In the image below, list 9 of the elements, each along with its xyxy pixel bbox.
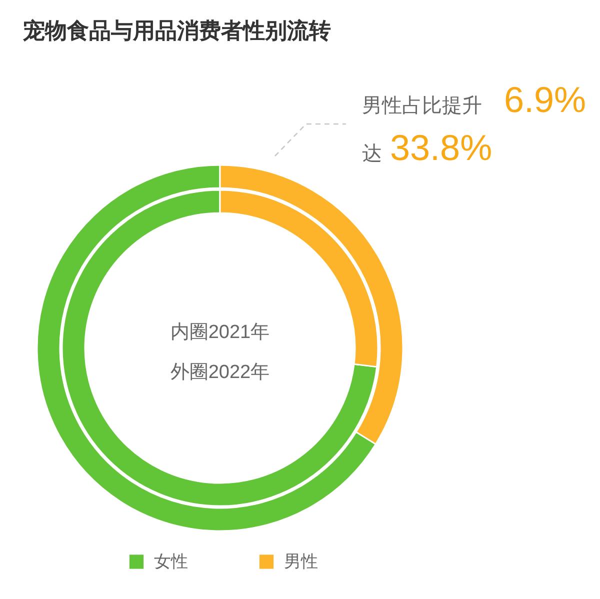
text: 内圈2021年 <box>170 322 270 343</box>
text: 达 <box>362 143 382 165</box>
legend-label: 女性 <box>154 552 188 571</box>
text: 6.9% <box>504 79 586 120</box>
text: 外圈2022年 <box>170 362 270 383</box>
legend-label: 男性 <box>284 552 318 571</box>
chart-title: 宠物食品与用品消费者性别流转 <box>22 18 331 43</box>
text: 男性占比提升 <box>362 95 482 117</box>
text: 33.8% <box>390 127 492 168</box>
